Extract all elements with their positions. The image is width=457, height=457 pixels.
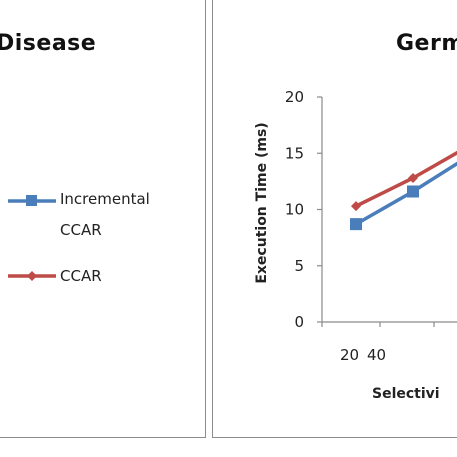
left-chart-panel bbox=[0, 0, 206, 438]
y-tick-label-0: 0 bbox=[294, 313, 304, 331]
y-tick-label-5: 5 bbox=[294, 257, 304, 275]
y-axis-label: Execution Time (ms) bbox=[254, 122, 270, 283]
x-axis-label: Selectivi bbox=[372, 386, 440, 402]
left-chart-title: Disease bbox=[0, 31, 97, 56]
series-1-point-0 bbox=[351, 201, 361, 212]
x-tick-label-40: 40 bbox=[367, 346, 386, 364]
legend-key-ccar bbox=[8, 271, 56, 281]
right-chart-title: Germ bbox=[396, 31, 457, 56]
y-tick-label-20: 20 bbox=[285, 88, 304, 106]
series-1-point-1 bbox=[408, 173, 418, 183]
y-tick-label-10: 10 bbox=[285, 201, 304, 219]
legend-label-incremental-ccar: CCAR bbox=[60, 221, 102, 239]
series-0-point-1 bbox=[407, 185, 419, 198]
right-chart-panel bbox=[212, 0, 457, 438]
series-line-0 bbox=[355, 161, 457, 226]
legend-key-incremental-ccar bbox=[8, 195, 56, 206]
y-tick-label-15: 15 bbox=[285, 144, 304, 162]
series-0-point-0 bbox=[350, 218, 362, 231]
x-tick-label-20: 20 bbox=[340, 346, 359, 364]
legend-label-incremental: Incremental bbox=[60, 190, 150, 208]
legend-label-ccar: CCAR bbox=[60, 267, 102, 285]
